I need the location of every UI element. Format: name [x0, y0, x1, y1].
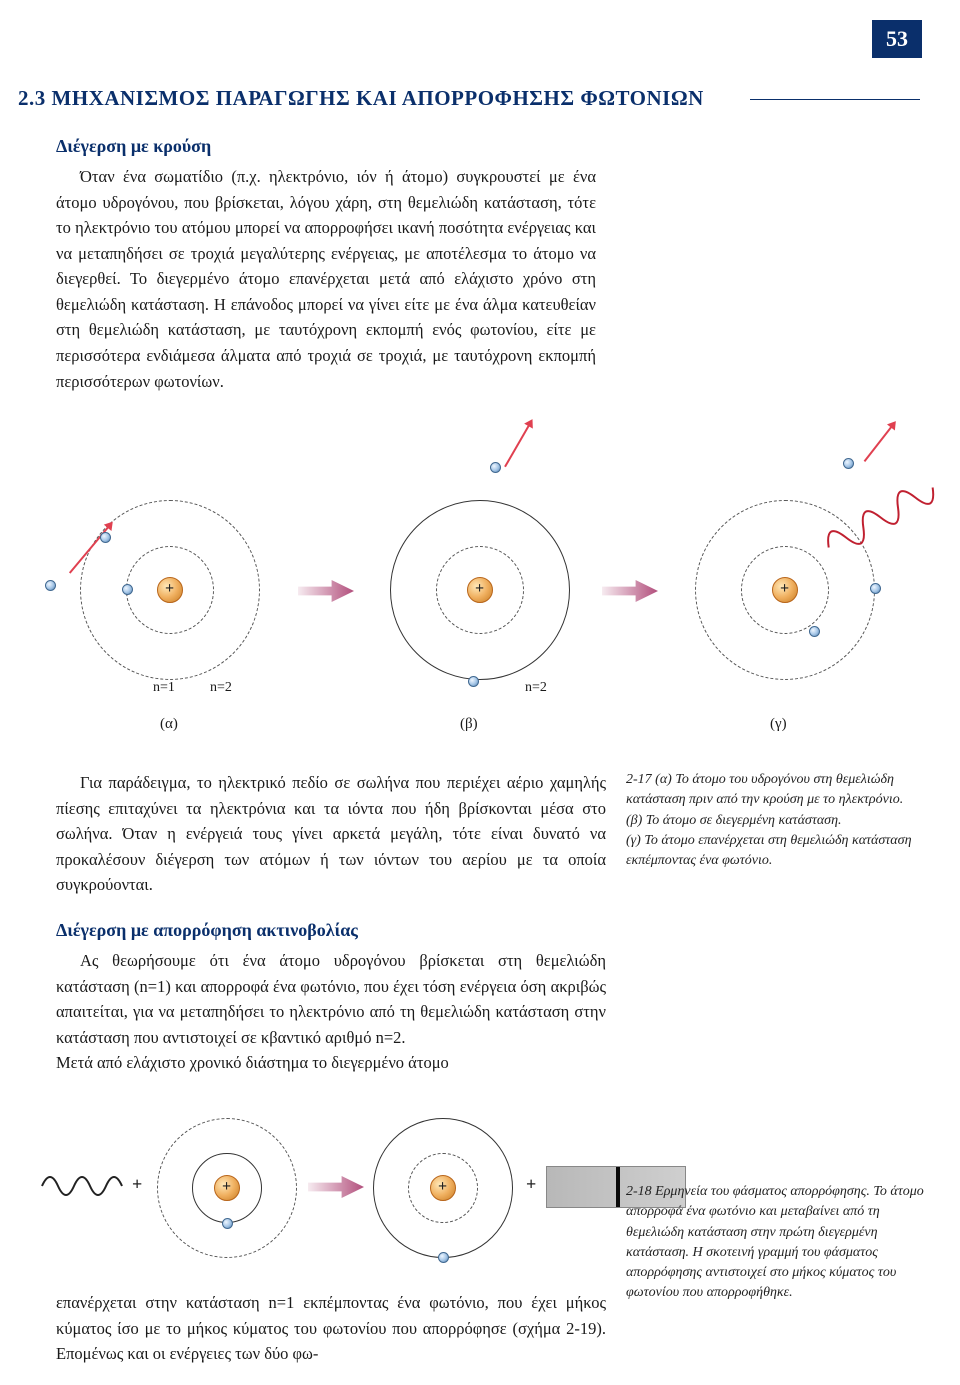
label-n2: n=2: [210, 680, 232, 696]
section-heading: 2.3 ΜΗΧΑΝΙΣΜΟΣ ΠΑΡΑΓΩΓΗΣ ΚΑΙ ΑΠΟΡΡΟΦΗΣΗΣ…: [18, 86, 704, 111]
transition-arrow-1: [298, 580, 354, 602]
caption-2-18: 2-18 Ερμηνεία του φάσματος απορρόφησης. …: [626, 1182, 924, 1304]
scattered-velocity-arrow: [504, 425, 530, 468]
figure-label-alpha: (α): [160, 716, 178, 733]
page-number: 53: [872, 20, 922, 58]
atom-after-absorption: +: [368, 1118, 518, 1258]
figure-2-17: + n=1 n=2 + n=2 + (: [40, 450, 920, 750]
incoming-photon-wave: [40, 1166, 135, 1206]
nucleus-plus-sign: +: [438, 1178, 447, 1196]
dark-absorption-line: [616, 1167, 620, 1207]
caption-2-17-line1: 2-17 (α) Το άτομο του υδρογόνου στη θεμε…: [626, 772, 903, 807]
figure-label-beta: (β): [460, 716, 478, 733]
electron-on-n1: [222, 1218, 233, 1229]
nucleus-plus-sign: +: [475, 580, 484, 598]
paragraph-2b: Ας θεωρήσουμε ότι ένα άτομο υδρογόνου βρ…: [56, 948, 606, 1076]
subheading-radiation-absorption: Διέγερση με απορρόφηση ακτινοβολίας: [56, 920, 358, 941]
label-n1: n=1: [153, 680, 175, 696]
nucleus-plus-sign: +: [780, 580, 789, 598]
nucleus-plus-sign: +: [165, 580, 174, 598]
electron-on-n2: [468, 676, 479, 687]
caption-2-17: 2-17 (α) Το άτομο του υδρογόνου στη θεμε…: [626, 770, 924, 871]
atom-gamma: +: [665, 480, 915, 700]
incoming-electron: [45, 580, 56, 591]
paragraph-2c: επανέρχεται στην κατάσταση n=1 εκπέμποντ…: [56, 1290, 606, 1367]
scattered-electron: [490, 462, 501, 473]
transition-arrow-3: [308, 1176, 364, 1198]
figure-label-gamma: (γ): [770, 716, 787, 733]
heading-rule: [750, 99, 920, 100]
electron-on-n1: [122, 584, 133, 595]
label-n2: n=2: [525, 680, 547, 696]
far-electron: [843, 458, 854, 469]
plus-between: +: [526, 1174, 536, 1195]
paragraph-1: Όταν ένα σωματίδιο (π.χ. ηλεκτρόνιο, ιόν…: [56, 164, 596, 394]
atom-alpha: + n=1 n=2: [40, 480, 300, 700]
subheading-collision-excitation: Διέγερση με κρούση: [56, 136, 211, 157]
atom-beta: + n=2: [360, 480, 600, 700]
wave-plus-label: +: [132, 1174, 142, 1195]
electron-returning: [809, 626, 820, 637]
electron-on-n2: [438, 1252, 449, 1263]
paragraph-2a: Για παράδειγμα, το ηλεκτρικό πεδίο σε σω…: [56, 770, 606, 898]
electron-at-n2: [870, 583, 881, 594]
far-velocity-arrow: [864, 426, 893, 462]
caption-2-17-line3: (γ) Το άτομο επανέρχεται στη θεμελιώδη κ…: [626, 833, 912, 868]
atom-before-absorption: +: [152, 1118, 302, 1258]
caption-2-17-line2: (β) Το άτομο σε διεγερμένη κατάσταση.: [626, 813, 842, 828]
second-electron-on-orbit: [100, 532, 111, 543]
transition-arrow-2: [602, 580, 658, 602]
nucleus-plus-sign: +: [222, 1178, 231, 1196]
figure-2-18: + + + +: [40, 1118, 600, 1278]
